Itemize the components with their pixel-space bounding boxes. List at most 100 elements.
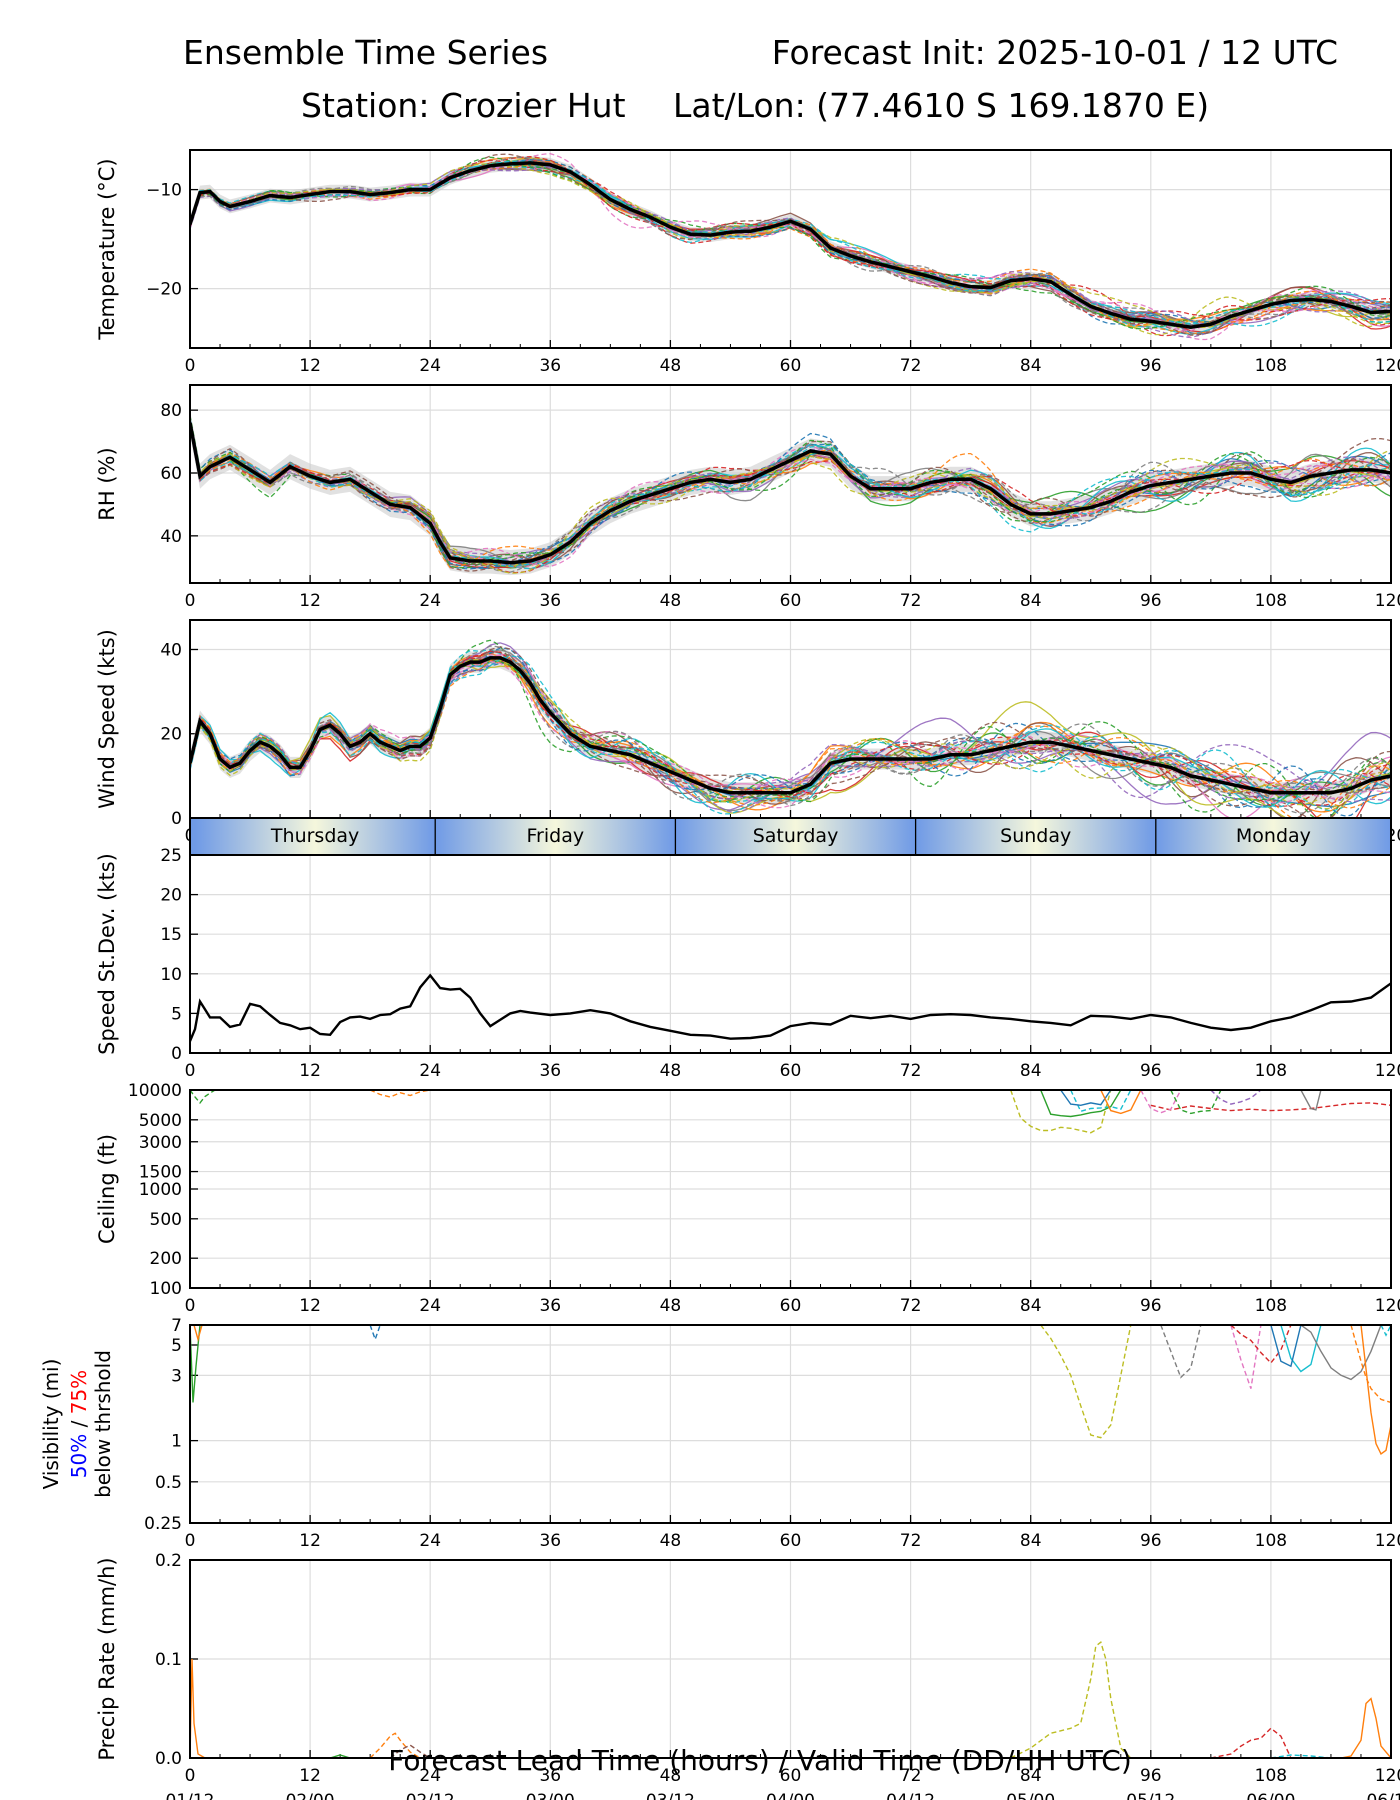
y-tick-label: 1500 [139,1163,182,1183]
y-tick-label: 0.25 [144,1514,182,1534]
day-label: Friday [527,825,585,847]
x-tick-label: 84 [1020,1061,1042,1081]
x-tick-label: 108 [1255,1766,1287,1786]
visibility-y-ticks: 0.25 0.5 1 3 57 [144,1316,198,1534]
ensemble-member-line [190,642,1391,811]
x-valid-time-label: 01/12 [166,1791,215,1800]
ensemble-member-line [190,656,1391,806]
day-band: Thursday Friday Saturday Sunday Monday [189,817,1392,856]
y-tick-label: 0 [171,809,182,829]
threshold-part: 75% [67,1370,91,1414]
x-tick-label: 24 [419,1296,441,1316]
temperature-plot-area [190,153,1391,341]
visibility-line-v2 [1160,1325,1202,1379]
x-tick-label: 36 [539,1061,561,1081]
y-axis-label: Speed St.Dev. (kts) [95,853,119,1055]
x-valid-time-label: 02/12 [406,1791,455,1800]
ensemble-member-line [190,424,1391,566]
x-tick-label: 0 [185,1061,196,1081]
y-tick-label: 40 [160,640,182,660]
ensemble-member-line [190,639,1391,818]
panels: 01224364860728496108120−10−20Temperature… [39,149,1400,1800]
y-tick-label: −10 [146,181,182,201]
rh-ensemble-mean-line [190,422,1391,565]
x-tick-label: 48 [660,1766,682,1786]
x-tick-label: 96 [1140,1296,1162,1316]
x-tick-label: 24 [419,356,441,376]
x-tick-label: 96 [1140,1061,1162,1081]
y-tick-label: 40 [160,527,182,547]
y-tick-label: 7 [171,1316,182,1336]
y-tick-label: 10000 [128,1081,182,1101]
ceiling-plot-area [190,1090,1391,1134]
ceiling-line-m2 [1010,1090,1112,1134]
y-tick-label: 0.2 [155,1551,182,1571]
speed_stdev-y-ticks: 0 5 10 15 20 25 [160,846,198,1064]
x-tick-label: 108 [1255,1061,1287,1081]
ceiling-grid [189,1089,1392,1289]
y-axis-label: Visibility (mi) [39,1359,63,1490]
ceiling-line-m7 [1140,1090,1182,1114]
speed_stdev-grid [189,854,1392,1054]
y-tick-label: 15 [160,925,182,945]
x-tick-label: 60 [780,1296,802,1316]
y-tick-label: 10 [160,965,182,985]
x-tick-label: 120 [1375,1766,1400,1786]
x-tick-label: 0 [185,1296,196,1316]
axes-frame [189,1089,1392,1289]
x-tick-label: 48 [660,356,682,376]
precip_rate-line-p2 [1210,1727,1292,1758]
panel-visibility: 0 12 24 36 48 60 72 84 96 108 120 0.25 0.5 1 3 57 Visibi… [39,1316,1400,1551]
x-tick-label: 72 [900,1296,922,1316]
title-right: Forecast Init: 2025-10-01 / 12 UTC [772,33,1338,72]
station-label: Station: Crozier Hut [301,86,626,125]
wind_speed-ensemble-members [190,639,1391,818]
visibility-line-v13 [193,1325,203,1342]
ceiling-line-m12 [190,1090,216,1105]
x-tick-label: 36 [539,356,561,376]
y-tick-label: 5 [171,1336,182,1356]
panel-rh: 0 12 24 36 48 60 72 84 96 108 120 40 60 80 RH (%) [95,384,1400,611]
visibility-line-v6 [1300,1325,1382,1381]
title-left: Ensemble Time Series [183,33,548,72]
ceiling-line-m10 [369,1090,431,1098]
panel-temperature: 0 12 24 36 48 60 72 84 96 108 120 −10 −20 Temperature… [95,149,1400,376]
y-tick-label: 200 [150,1249,182,1269]
y-tick-label: 80 [160,401,182,421]
x-tick-label: 12 [299,1531,321,1551]
ceiling-line-m9 [1300,1090,1322,1111]
precip_rate-x-ticks: 0 12 24 36 48 60 72 84 96 108 120 01/12 02/00 02/12 03… [166,1750,1400,1800]
day-label: Thursday [270,825,359,847]
x-tick-label: 12 [299,356,321,376]
x-tick-label: 120 [1375,356,1400,376]
precip_rate-y-ticks: 0.0 0.1 0.2 [155,1551,198,1769]
x-valid-time-label: 02/00 [286,1791,335,1800]
ceiling-line-m5 [1060,1090,1112,1107]
x-tick-label: 108 [1255,356,1287,376]
x-tick-label: 0 [185,1531,196,1551]
x-tick-label: 24 [419,591,441,611]
x-valid-time-label: 03/12 [646,1791,695,1800]
x-tick-label: 84 [1020,356,1042,376]
visibility-line-v3 [1230,1325,1262,1389]
y-tick-label: 0.0 [155,1749,182,1769]
visibility-line-v10 [1380,1325,1391,1337]
ensemble-member-line [190,655,1391,815]
day-label: Saturday [753,825,839,847]
x-tick-label: 72 [900,591,922,611]
rh-plot-area [190,410,1391,576]
y-tick-label: 20 [160,886,182,906]
x-tick-label: 60 [780,1766,802,1786]
speed_stdev-plot-area [190,973,1391,1042]
day-band-cell [435,818,676,855]
day-band-cell [675,818,916,855]
ensemble-member-line [190,425,1391,572]
x-tick-label: 96 [1140,1531,1162,1551]
x-tick-label: 48 [660,1531,682,1551]
precip_rate-grid [189,1559,1392,1759]
x-axis-title: Forecast Lead Time (hours) / Valid Time … [388,1744,1132,1777]
x-tick-label: 120 [1375,1296,1400,1316]
x-valid-time-label: 04/12 [886,1791,935,1800]
x-tick-label: 120 [1375,1061,1400,1081]
